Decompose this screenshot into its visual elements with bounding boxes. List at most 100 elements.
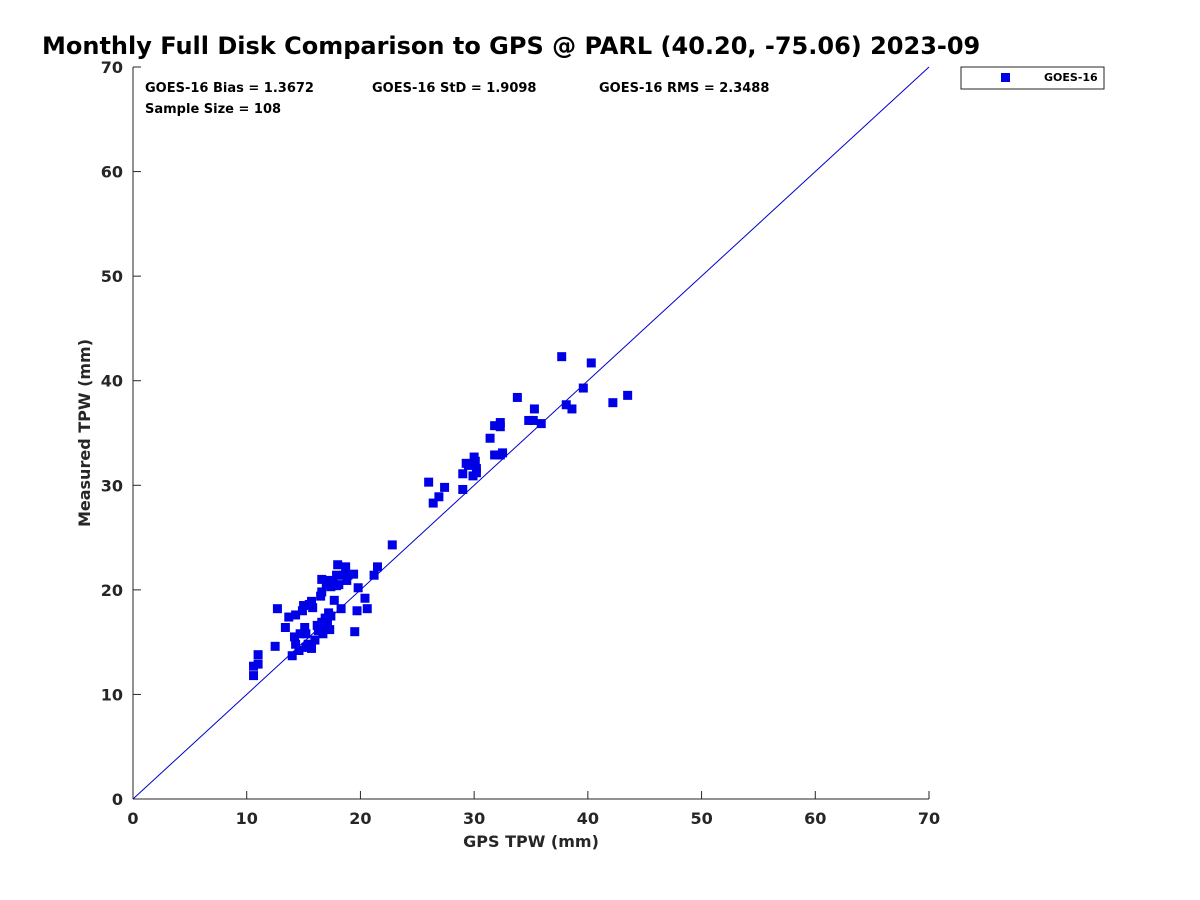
- legend-entry-label: GOES-16: [1044, 71, 1098, 84]
- data-point: [434, 492, 444, 502]
- x-axis-label: GPS TPW (mm): [463, 832, 599, 851]
- data-point: [319, 624, 329, 634]
- data-point: [586, 358, 596, 368]
- x-tick-label: 60: [804, 809, 826, 828]
- rms-stat: GOES-16 RMS = 2.3488: [599, 81, 769, 96]
- data-point: [333, 560, 343, 570]
- data-point: [326, 611, 336, 621]
- data-point: [299, 601, 309, 611]
- data-point: [424, 477, 434, 487]
- x-tick-label: 70: [918, 809, 940, 828]
- data-point: [322, 617, 332, 627]
- data-point: [623, 390, 633, 400]
- data-point: [498, 448, 508, 458]
- data-point: [490, 450, 500, 460]
- data-point: [495, 422, 505, 432]
- x-tick-label: 40: [577, 809, 599, 828]
- y-tick-label: 20: [101, 581, 123, 600]
- data-point: [387, 540, 397, 550]
- x-tick-label: 50: [690, 809, 712, 828]
- data-point: [300, 623, 310, 633]
- data-point: [336, 604, 346, 614]
- y-tick-label: 0: [112, 790, 123, 809]
- data-point: [289, 632, 299, 642]
- data-point: [249, 661, 259, 671]
- data-point: [318, 629, 328, 639]
- data-point: [308, 603, 318, 613]
- data-point: [307, 596, 317, 606]
- y-axis-ticks: 0 10 20 30 40 50 60 70: [101, 58, 141, 809]
- data-point: [578, 383, 588, 393]
- y-tick-label: 10: [101, 685, 123, 704]
- data-point: [297, 606, 307, 616]
- bias-stat: GOES-16 Bias = 1.3672: [145, 81, 314, 96]
- data-point: [349, 569, 359, 579]
- data-point: [352, 606, 362, 616]
- data-point: [310, 635, 320, 645]
- data-point: [440, 482, 450, 492]
- data-point: [608, 398, 618, 408]
- data-point: [334, 580, 344, 590]
- data-point: [362, 604, 372, 614]
- data-point: [313, 626, 323, 636]
- data-point: [253, 650, 263, 660]
- data-point: [490, 421, 500, 431]
- x-axis-ticks: 0 10 20 30 40 50 60 70: [127, 791, 940, 828]
- sample-size-stat: Sample Size = 108: [145, 102, 281, 117]
- data-point: [322, 575, 332, 585]
- data-point: [567, 404, 577, 414]
- data-point: [295, 629, 305, 639]
- y-tick-label: 70: [101, 58, 123, 77]
- y-tick-label: 40: [101, 372, 123, 391]
- data-point: [312, 620, 322, 630]
- x-tick-label: 0: [127, 809, 138, 828]
- data-point: [561, 400, 571, 410]
- legend-box: [960, 66, 1105, 90]
- data-point: [294, 646, 304, 656]
- data-point: [272, 604, 282, 614]
- data-point: [329, 595, 339, 605]
- series-goes16-points: [249, 352, 633, 681]
- data-point: [287, 651, 297, 661]
- data-point: [350, 627, 360, 637]
- one-to-one-reference-line: [132, 66, 930, 800]
- data-point: [307, 643, 317, 653]
- x-tick-label: 30: [463, 809, 485, 828]
- std-stat: GOES-16 StD = 1.9098: [372, 81, 536, 96]
- data-point: [524, 415, 534, 425]
- data-point: [528, 415, 538, 425]
- plot-area: 0 10 20 30 40 50 60 70 0 10 20 30 40 50 60 70: [101, 58, 940, 828]
- data-point: [470, 456, 480, 466]
- data-point: [458, 469, 468, 479]
- data-point: [529, 404, 539, 414]
- data-point: [360, 593, 370, 603]
- data-point: [369, 570, 379, 580]
- data-point: [332, 570, 342, 580]
- data-point: [463, 460, 473, 470]
- legend: GOES-16: [960, 66, 1105, 90]
- data-point: [338, 570, 348, 580]
- data-point: [536, 419, 546, 429]
- data-point: [284, 612, 294, 622]
- data-point: [270, 641, 280, 651]
- legend-square-marker: [1001, 73, 1010, 82]
- data-point: [471, 464, 481, 474]
- data-point: [280, 623, 290, 633]
- y-tick-label: 50: [101, 267, 123, 286]
- data-point: [301, 629, 311, 639]
- data-point: [485, 433, 495, 443]
- data-point: [428, 498, 438, 508]
- data-point: [325, 625, 335, 635]
- data-point: [317, 587, 327, 597]
- y-tick-label: 60: [101, 163, 123, 182]
- data-point: [353, 583, 363, 593]
- data-point: [253, 659, 263, 669]
- data-point: [317, 574, 327, 584]
- data-point: [342, 575, 352, 585]
- x-tick-label: 10: [236, 809, 258, 828]
- data-point: [249, 671, 259, 681]
- chart-title: Monthly Full Disk Comparison to GPS @ PA…: [42, 32, 980, 60]
- data-point: [458, 484, 468, 494]
- data-point: [557, 352, 567, 362]
